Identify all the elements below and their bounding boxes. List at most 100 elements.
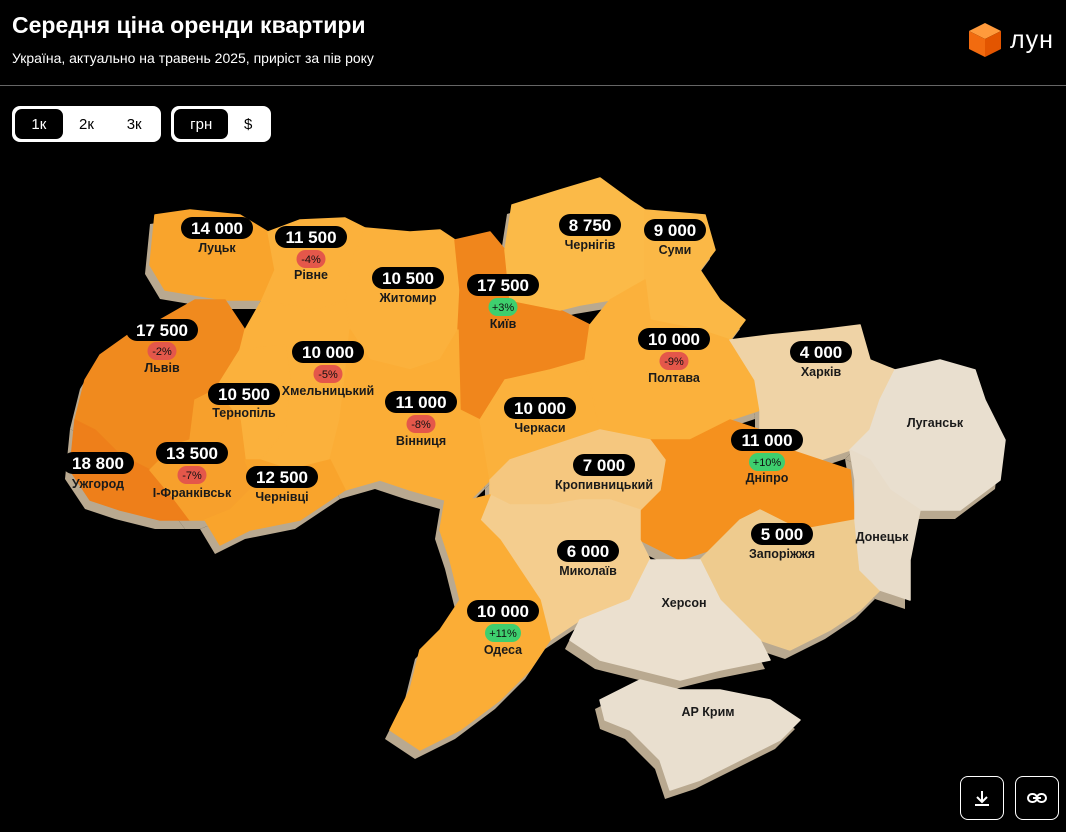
region-rivne[interactable] <box>261 217 366 311</box>
region-poltava[interactable] <box>584 279 761 441</box>
download-button[interactable] <box>960 776 1004 820</box>
region-label-cherkasy: 10 000 Черкаси <box>504 397 576 435</box>
price-pill <box>644 219 706 241</box>
price-label: 4 000 <box>800 343 843 362</box>
currency-toggle[interactable]: грн $ <box>171 106 271 142</box>
region-kyiv[interactable] <box>454 231 591 421</box>
region-label-chernivtsi: 12 500 Чернівці <box>246 466 318 504</box>
region-dnipro[interactable] <box>639 419 856 561</box>
region-label-kharkiv: 4 000 Харків <box>790 341 852 379</box>
logo-text: лун <box>1010 25 1054 54</box>
city-label: Львів <box>144 361 180 375</box>
copy-link-button[interactable] <box>1015 776 1059 820</box>
region-volyn[interactable] <box>149 209 276 301</box>
region-label-mykolaiv: 6 000 Миколаїв <box>557 540 619 578</box>
price-pill <box>559 214 621 236</box>
region-chernihiv[interactable] <box>504 177 646 311</box>
region-donetsk[interactable] <box>849 449 921 601</box>
city-label: Хмельницький <box>282 384 374 398</box>
region-mykolaiv[interactable] <box>479 494 651 641</box>
city-label: АР Крим <box>681 705 734 719</box>
city-label: Дніпро <box>746 471 789 485</box>
region-label-vinnytsia: 11 000 -8% Вінниця <box>385 391 457 448</box>
region-label-sumy: 9 000 Суми <box>644 219 706 257</box>
rooms-toggle[interactable]: 1к 2к 3к <box>12 106 161 142</box>
city-label: Херсон <box>661 596 706 610</box>
region-zhytomyr[interactable] <box>344 227 461 371</box>
decline-badge <box>296 250 326 268</box>
delta-label: +11% <box>489 628 517 640</box>
city-label: Донецьк <box>856 530 910 544</box>
cube-logo-icon <box>969 23 1001 57</box>
region-label-luhansk: Луганськ <box>907 416 964 430</box>
logo[interactable]: лун <box>968 22 1054 58</box>
currency-option-uah[interactable]: грн <box>174 109 229 139</box>
labels-layer: 14 000 Луцьк 11 500 -4% Рівне 10 500 Житомир 17… <box>62 214 964 719</box>
price-label: 10 000 <box>648 330 700 349</box>
price-pill <box>292 341 364 363</box>
city-label: Луганськ <box>907 416 964 430</box>
region-odesa[interactable] <box>389 494 551 751</box>
rooms-option-1k[interactable]: 1к <box>15 109 63 139</box>
price-pill <box>638 328 710 350</box>
region-label-khmelnytskyi: 10 000 -5% Хмельницький <box>282 341 374 398</box>
region-luhansk[interactable] <box>849 359 1006 511</box>
city-label: Суми <box>659 243 692 257</box>
city-label: Тернопіль <box>212 406 276 420</box>
region-label-zakarpattia: 18 800 Ужгород <box>62 452 134 491</box>
regions-layer <box>69 177 1006 791</box>
region-label-volyn: 14 000 Луцьк <box>181 217 253 255</box>
region-chernivtsi[interactable] <box>204 459 346 546</box>
currency-option-usd[interactable]: $ <box>244 115 253 133</box>
region-zakarpattia[interactable] <box>69 419 191 521</box>
price-pill <box>246 466 318 488</box>
region-kherson[interactable] <box>569 559 771 681</box>
region-cherkasy[interactable] <box>479 359 601 481</box>
price-label: 5 000 <box>761 525 804 544</box>
region-lviv[interactable] <box>74 299 246 471</box>
region-label-zhytomyr: 10 500 Житомир <box>372 267 444 305</box>
price-label: 17 500 <box>477 276 529 295</box>
price-pill <box>62 452 134 474</box>
price-label: 18 800 <box>72 454 124 473</box>
price-label: 11 000 <box>395 393 446 412</box>
price-label: 10 500 <box>382 269 434 288</box>
delta-label: -4% <box>301 254 321 266</box>
region-kropyvnytskyi[interactable] <box>489 429 666 511</box>
price-label: 14 000 <box>191 219 243 238</box>
city-label: Полтава <box>648 371 701 385</box>
delta-label: -2% <box>152 346 172 358</box>
price-pill <box>790 341 852 363</box>
region-crimea[interactable] <box>599 679 801 791</box>
price-pill <box>126 319 198 341</box>
region-zaporizhzhia[interactable] <box>699 509 881 651</box>
price-pill <box>372 267 444 289</box>
region-label-poltava: 10 000 -9% Полтава <box>638 328 710 385</box>
rooms-option-3k[interactable]: 3к <box>126 115 142 133</box>
region-vinnytsia[interactable] <box>329 329 491 501</box>
city-label: Житомир <box>379 291 437 305</box>
city-label: Ужгород <box>72 477 124 491</box>
download-icon <box>975 791 989 806</box>
region-label-dnipro: 11 000 +10% Дніпро <box>731 429 803 485</box>
growth-badge <box>488 298 518 316</box>
region-label-ivano-frankivsk: 13 500 -7% І-Франківськ <box>153 442 232 500</box>
region-kharkiv[interactable] <box>729 324 896 461</box>
rooms-option-2k[interactable]: 2к <box>79 115 94 133</box>
city-label: Луцьк <box>198 241 236 255</box>
price-pill <box>156 442 228 464</box>
region-ivano-frankivsk[interactable] <box>149 389 256 521</box>
city-label: Кропивницький <box>555 478 653 492</box>
decline-badge <box>313 365 343 383</box>
region-khmelnytskyi[interactable] <box>239 299 351 471</box>
region-ternopil[interactable] <box>214 344 291 461</box>
region-sumy[interactable] <box>644 209 746 341</box>
region-label-ternopil: 10 500 Тернопіль <box>208 383 280 420</box>
price-label: 13 500 <box>166 444 218 463</box>
header-divider <box>0 85 1066 86</box>
price-label: 12 500 <box>256 468 308 487</box>
growth-badge <box>749 453 785 471</box>
price-pill <box>467 600 539 622</box>
region-label-chernihiv: 8 750 Чернігів <box>559 214 621 252</box>
price-pill <box>275 226 347 248</box>
